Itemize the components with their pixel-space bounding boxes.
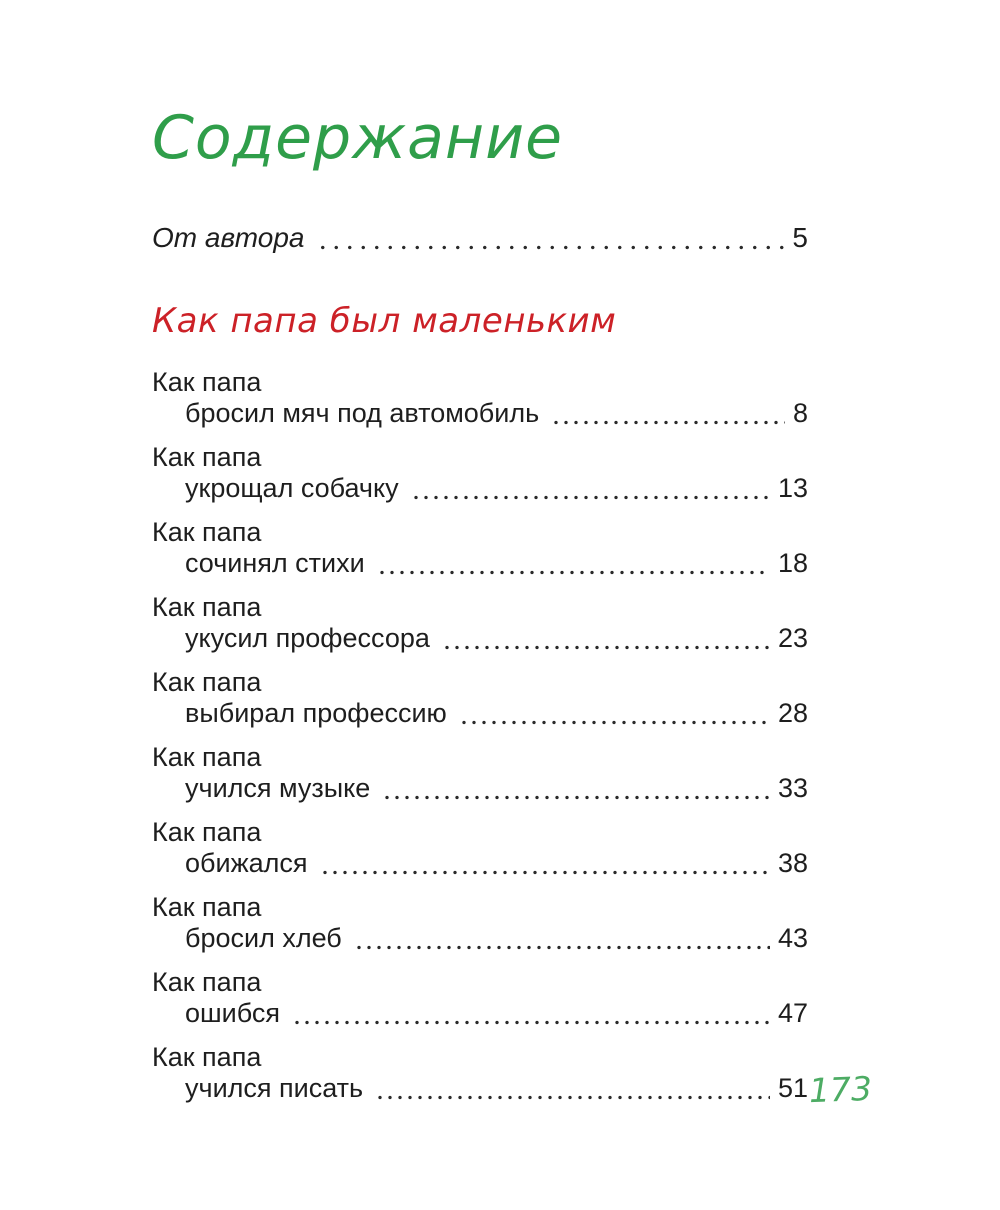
toc-entry-line2: укусил профессора [185,623,430,653]
toc-entry-line1: Как папа [152,517,262,547]
toc-entry-line2: бросил хлеб [185,923,342,953]
toc-entry-line2-row: укусил профессора 23 [152,623,808,654]
toc-entry-line2-row: бросил мяч под автомобиль 8 [152,398,808,429]
toc-entry-line1: Как папа [152,817,262,847]
toc-entry-line2: укрощал собачку [185,473,399,503]
toc-entry-line2-row: бросил хлеб 43 [152,923,808,954]
front-item-page-number: 5 [792,222,808,253]
toc-entry-line2-row: выбирал профессию 28 [152,698,808,729]
toc-entry-line1: Как папа [152,1042,262,1072]
toc-entry-line2: обижался [185,848,308,878]
toc-entry-line2: учился писать [185,1073,364,1103]
toc-entry-page-number: 13 [777,473,808,503]
toc-entry: Как папа укрощал собачку 13 [152,442,808,504]
toc-entry-page-number: 51 [777,1073,808,1103]
toc-entry-line2: выбирал профессию [185,698,447,728]
toc-entry-line1: Как папа [152,742,262,772]
dotted-leader [441,634,770,650]
section-heading: Как папа был маленьким [152,301,617,341]
toc-entry-line2-row: учился музыке 33 [152,773,808,804]
toc-entry-line2: бросил мяч под автомобиль [185,398,540,428]
toc-entry-line2: сочинял стихи [185,548,365,578]
toc-entry-page-number: 8 [792,398,808,428]
toc-entry-page-number: 23 [777,623,808,653]
toc-entry-line2: учился музыке [185,773,371,803]
toc-entry-line1: Как папа [152,667,262,697]
toc-front-item: От автора 5 [152,222,808,254]
toc-entry: Как папа выбирал профессию 28 [152,667,808,729]
dotted-leader [292,1009,770,1025]
toc-entry-line1: Как папа [152,892,262,922]
dotted-leader [551,409,785,425]
toc-entry-line1: Как папа [152,592,262,622]
dotted-leader [316,234,785,250]
toc-entry: Как папа учился писать 51 [152,1042,808,1104]
toc-entry: Как папа ошибся 47 [152,967,808,1029]
toc-entry: Как папа бросил хлеб 43 [152,892,808,954]
dotted-leader [382,784,770,800]
toc-entry-page-number: 33 [777,773,808,803]
dotted-leader [353,934,770,950]
toc-entry-page-number: 47 [777,998,808,1028]
toc-entry: Как папа учился музыке 33 [152,742,808,804]
toc-entry-page-number: 38 [777,848,808,878]
front-item-label: От автора [152,222,305,253]
toc-entry-list: Как папа бросил мяч под автомобиль 8 Как… [152,367,808,1104]
toc-entry-line2: ошибся [185,998,281,1028]
toc-entry: Как папа обижался 38 [152,817,808,879]
toc-entry-line1: Как папа [152,367,262,397]
toc-entry-line2-row: укрощал собачку 13 [152,473,808,504]
dotted-leader [319,859,770,875]
dotted-leader [376,559,770,575]
toc-entry-page-number: 43 [777,923,808,953]
toc-entry-line1: Как папа [152,967,262,997]
toc-entry: Как папа сочинял стихи 18 [152,517,808,579]
toc-entry-line2-row: ошибся 47 [152,998,808,1029]
toc-entry-page-number: 28 [777,698,808,728]
page-number: 173 [808,1068,873,1111]
dotted-leader [410,484,770,500]
dotted-leader [375,1084,770,1100]
toc-entry-line2-row: сочинял стихи 18 [152,548,808,579]
page-title: Содержание [152,103,564,173]
toc-entry-line2-row: обижался 38 [152,848,808,879]
toc-entry: Как папа бросил мяч под автомобиль 8 [152,367,808,429]
dotted-leader [458,709,770,725]
toc-entry: Как папа укусил профессора 23 [152,592,808,654]
toc-entry-line2-row: учился писать 51 [152,1073,808,1104]
toc-entry-page-number: 18 [777,548,808,578]
toc-entry-line1: Как папа [152,442,262,472]
